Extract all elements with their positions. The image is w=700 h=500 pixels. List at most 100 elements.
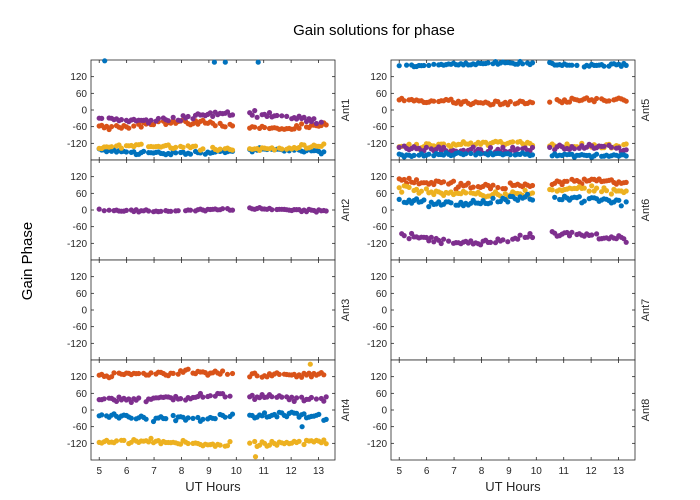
data-point [136, 370, 142, 377]
data-point [254, 114, 260, 120]
data-point [522, 187, 528, 193]
antenna-label: Ant6 [640, 199, 652, 222]
data-point [227, 393, 233, 399]
outlier-point [211, 59, 217, 65]
data-point [399, 189, 405, 195]
data-point [249, 112, 255, 118]
data-point [313, 120, 319, 127]
data-point [603, 188, 610, 194]
data-point [289, 394, 295, 400]
antenna-label: Ant7 [640, 299, 652, 322]
data-point [396, 196, 402, 202]
data-point [446, 238, 452, 244]
data-point [500, 144, 506, 150]
data-point [520, 61, 526, 67]
y-tick-label: 0 [381, 406, 387, 417]
data-point [316, 411, 322, 417]
y-tick-label: -60 [73, 422, 88, 433]
data-point [109, 144, 115, 150]
data-point [136, 395, 142, 401]
series-4 [96, 361, 329, 460]
data-point [284, 113, 290, 119]
data-point [190, 415, 196, 421]
outlier-point [307, 361, 313, 367]
data-point [321, 372, 327, 378]
data-point [178, 118, 184, 124]
y-tick-label: 120 [370, 272, 387, 283]
data-point [485, 60, 491, 66]
data-point [406, 236, 412, 242]
series-1 [96, 205, 329, 215]
data-point [170, 370, 176, 376]
data-point [173, 144, 179, 150]
data-point [131, 123, 137, 129]
y-tick-label: 0 [81, 406, 87, 417]
panel-frame [390, 159, 636, 261]
data-point [623, 62, 629, 68]
data-point [148, 370, 154, 376]
data-point [106, 207, 112, 213]
data-point [406, 141, 412, 147]
data-point [623, 147, 629, 153]
data-point [165, 118, 171, 124]
data-point [220, 368, 226, 374]
antenna-label: Ant2 [340, 199, 352, 222]
data-point [266, 110, 273, 116]
x-tick-label: 9 [206, 466, 212, 477]
data-point [254, 373, 260, 379]
x-tick-label: 6 [124, 466, 130, 477]
data-point [192, 143, 199, 149]
data-point [217, 442, 223, 448]
data-point [594, 95, 600, 102]
data-point [470, 144, 476, 150]
series-1 [396, 175, 629, 192]
data-point [249, 392, 255, 398]
data-point [168, 208, 174, 214]
data-point [401, 98, 407, 104]
data-point [185, 440, 191, 447]
data-point [323, 208, 329, 214]
data-point [178, 396, 184, 402]
y-tick-label: 0 [81, 206, 87, 217]
data-point [411, 152, 417, 158]
x-tick-label: 10 [531, 466, 543, 477]
data-point [549, 187, 555, 193]
data-point [406, 184, 412, 190]
y-tick-label: 120 [70, 272, 87, 283]
data-point [576, 194, 582, 200]
data-point [465, 180, 471, 186]
data-point [301, 441, 307, 448]
data-point [599, 189, 605, 195]
data-point [418, 188, 424, 194]
antenna-label: Ant8 [640, 399, 652, 422]
x-tick-label: 8 [179, 466, 185, 477]
data-point [323, 122, 329, 128]
data-point [229, 411, 236, 417]
data-point [264, 113, 270, 119]
data-point [299, 374, 305, 380]
data-point [441, 179, 447, 185]
data-point [296, 125, 302, 131]
data-point [185, 366, 191, 372]
data-point [527, 231, 533, 237]
data-point [517, 232, 523, 238]
data-point [261, 124, 268, 131]
data-point [313, 396, 319, 402]
data-point [406, 175, 412, 181]
x-tick-label: 10 [231, 466, 243, 477]
series-2 [396, 183, 629, 200]
data-point [401, 176, 407, 183]
x-tick-label: 13 [613, 466, 625, 477]
data-point [121, 437, 127, 443]
data-point [401, 233, 407, 239]
data-point [623, 199, 629, 205]
x-tick-label: 9 [506, 466, 512, 477]
data-point [608, 144, 615, 150]
data-point [618, 203, 624, 209]
panel-ant4: -120 -60 0 60 120 5 6 7 8 9 10 11 12 13 Ant4 [67, 359, 352, 477]
data-point [529, 144, 536, 151]
chart-title: Gain solutions for phase [293, 22, 455, 39]
data-point [487, 200, 494, 206]
data-point [423, 144, 429, 150]
data-point [529, 100, 536, 106]
